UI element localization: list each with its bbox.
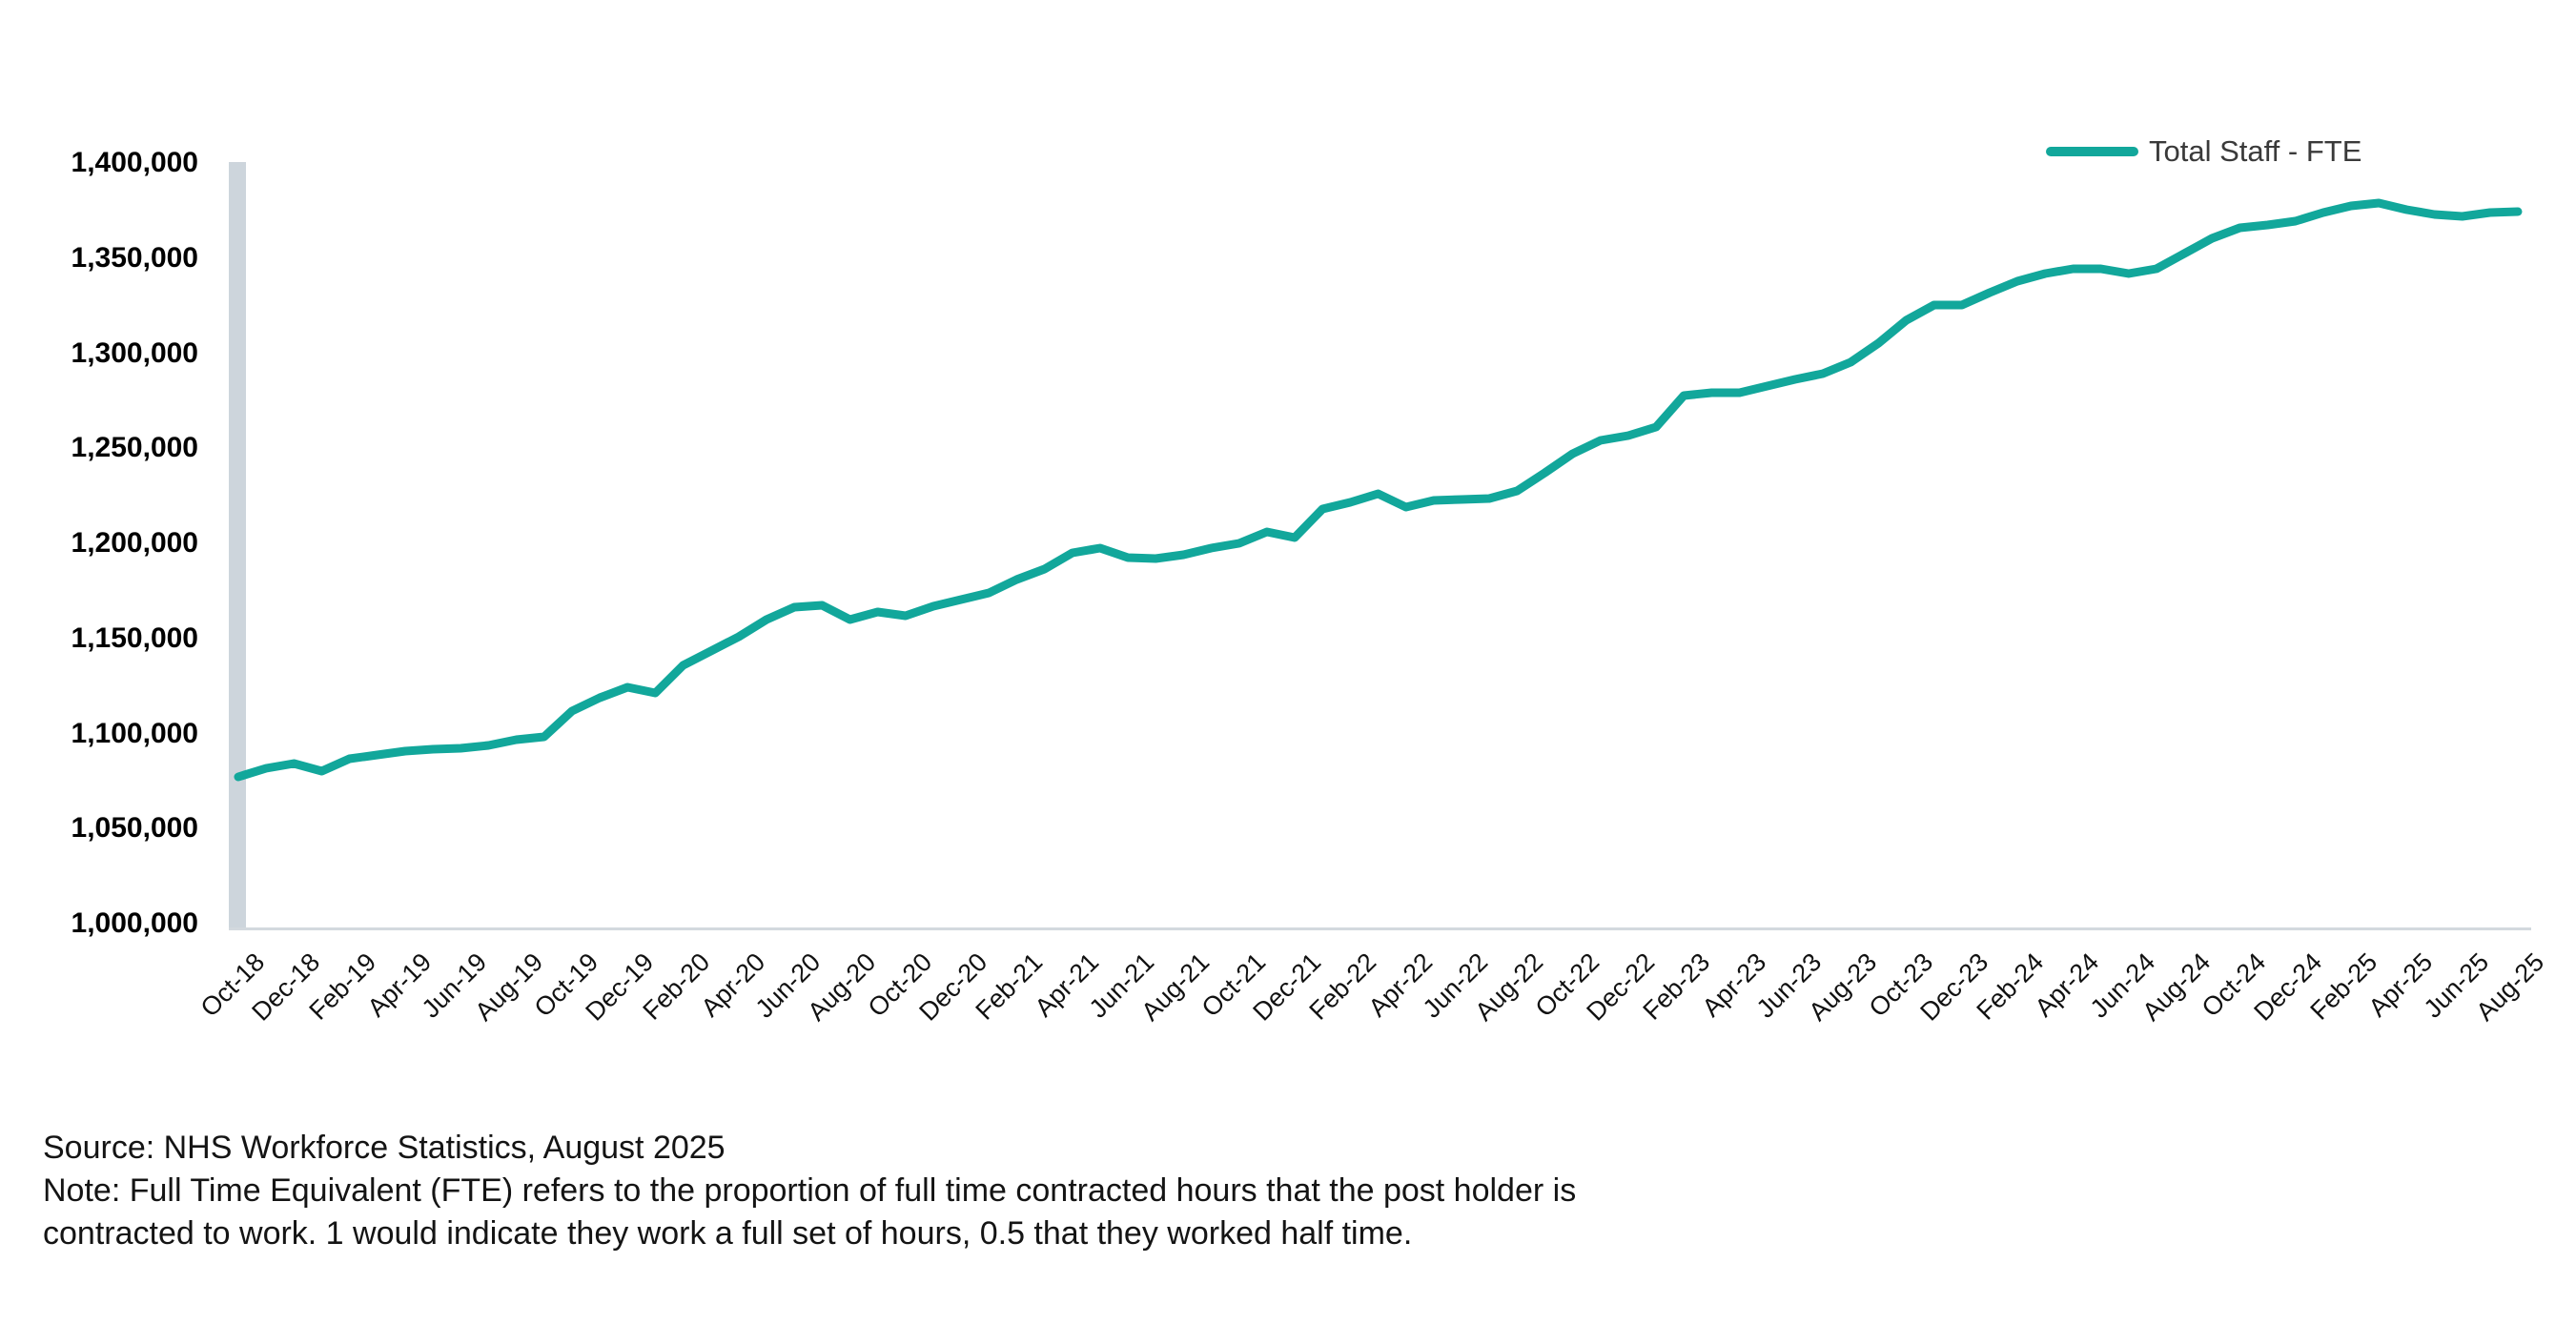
y-tick-label: 1,400,000 [71,147,198,178]
y-tick-label: 1,150,000 [71,621,198,654]
legend: Total Staff - FTE [2046,134,2361,169]
y-tick-label: 1,300,000 [71,336,198,369]
y-tick-label: 1,000,000 [71,907,198,939]
y-tick-label: 1,350,000 [71,241,198,274]
y-tick-label: 1,200,000 [71,527,198,559]
y-axis-bar [229,162,246,927]
x-axis-line [229,927,2531,930]
legend-label: Total Staff - FTE [2149,134,2362,168]
note-text-line2: contracted to work. 1 would indicate the… [43,1215,1413,1252]
total-staff-fte-line [234,198,2523,782]
legend-line-swatch-icon [2046,147,2138,156]
note-text-line1: Note: Full Time Equivalent (FTE) refers … [43,1172,1577,1209]
y-tick-label: 1,050,000 [71,812,198,845]
source-text: Source: NHS Workforce Statistics, August… [43,1130,726,1166]
y-tick-label: 1,100,000 [71,717,198,749]
footer-notes: Source: NHS Workforce Statistics, August… [43,1127,1576,1255]
y-tick-label: 1,250,000 [71,432,198,464]
